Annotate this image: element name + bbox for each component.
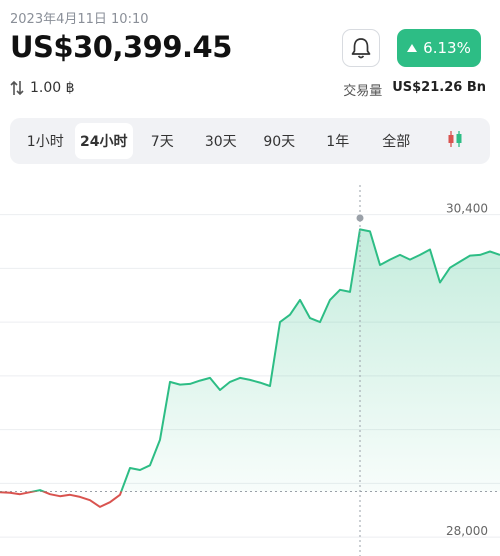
volume-row: 交易量 US$21.26 Bn <box>343 80 486 99</box>
range-tab[interactable]: 7天 <box>150 134 174 150</box>
area-fill <box>0 229 500 492</box>
change-value: 6.13% <box>423 39 471 57</box>
candle-icon <box>448 131 462 147</box>
range-tabs: 1小时 24小时 7天 30天 90天 1年 全部 <box>10 118 490 164</box>
volume-label: 交易量 <box>343 84 383 99</box>
range-tab[interactable]: 1年 <box>326 134 350 150</box>
alert-button[interactable] <box>342 29 380 67</box>
change-badge: 6.13% <box>397 29 481 67</box>
date: 2023年4月11日 10:10 <box>10 12 149 27</box>
amount-row[interactable]: 1.00 ฿ <box>10 80 75 96</box>
range-tab[interactable]: 90天 <box>263 134 296 150</box>
price: US$30,399.45 <box>10 30 232 64</box>
crosshair-dot <box>356 214 364 222</box>
swap-icon <box>10 80 24 96</box>
price-line <box>0 228 500 508</box>
volume-value: US$21.26 Bn <box>392 80 486 95</box>
range-tab[interactable]: 1小时 <box>26 134 64 150</box>
range-tab[interactable]: 30天 <box>204 134 237 150</box>
y-tick-label: 30,400 <box>446 202 488 216</box>
range-tab[interactable]: 24小时 <box>74 123 133 159</box>
range-tab[interactable]: 全部 <box>382 134 411 150</box>
candle-toggle[interactable] <box>426 122 485 160</box>
amount: 1.00 ฿ <box>30 80 75 96</box>
y-tick-label: 28,000 <box>446 524 488 538</box>
bell-icon <box>351 38 371 59</box>
up-arrow <box>407 44 418 52</box>
